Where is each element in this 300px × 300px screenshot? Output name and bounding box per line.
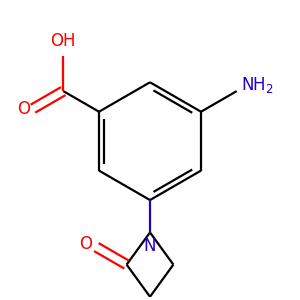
Text: O: O bbox=[80, 235, 92, 253]
Text: OH: OH bbox=[51, 32, 76, 50]
Text: N: N bbox=[144, 237, 156, 255]
Text: O: O bbox=[18, 100, 31, 118]
Text: NH$_2$: NH$_2$ bbox=[241, 75, 274, 95]
